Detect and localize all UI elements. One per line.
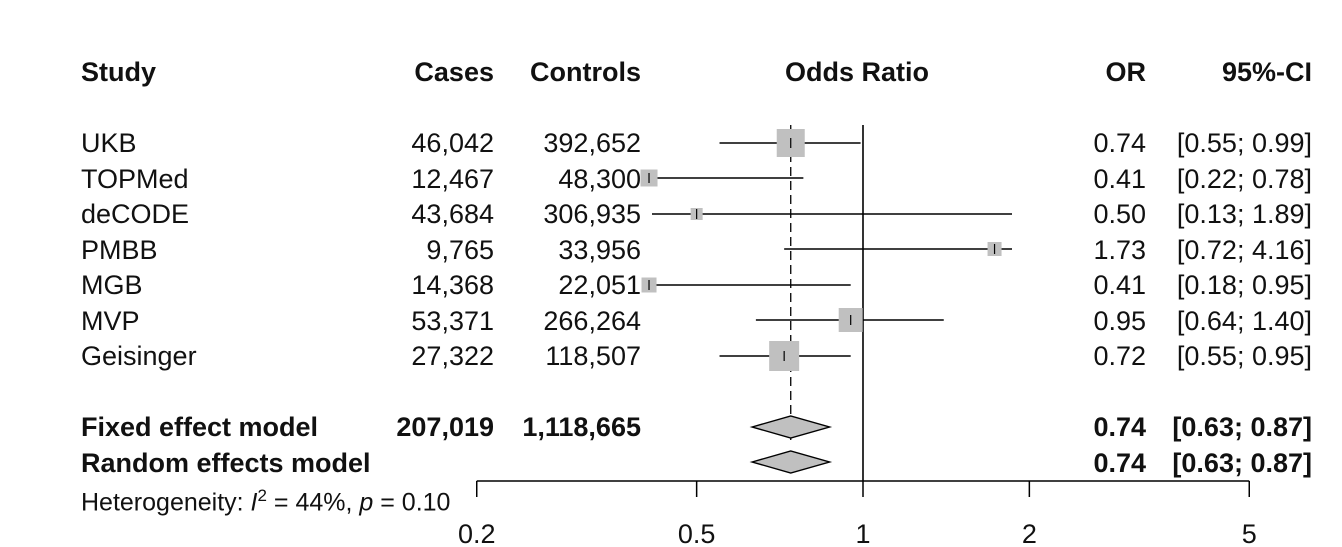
random-effects-label: Random effects model <box>81 448 371 478</box>
study-cases: 53,371 <box>411 306 494 336</box>
random-effects-ci: [0.63; 0.87] <box>1172 448 1312 478</box>
fixed-effect-or: 0.74 <box>1093 412 1146 442</box>
header-controls: Controls <box>530 57 641 87</box>
study-name: MVP <box>81 306 140 336</box>
heterogeneity-p: p <box>359 488 374 517</box>
study-cases: 9,765 <box>426 235 494 265</box>
x-tick-label: 5 <box>1242 519 1257 547</box>
pooled-diamond <box>749 415 833 439</box>
study-or: 0.74 <box>1093 128 1146 158</box>
x-tick-label: 0.2 <box>458 519 496 547</box>
study-controls: 33,956 <box>558 235 641 265</box>
study-ci: [0.18; 0.95] <box>1176 270 1312 300</box>
header-study: Study <box>81 57 157 87</box>
study-controls: 48,300 <box>558 164 641 194</box>
x-tick-label: 1 <box>855 519 870 547</box>
pooled-diamond <box>749 450 833 474</box>
heterogeneity-mid: = 44%, <box>266 488 360 517</box>
study-or: 0.72 <box>1093 341 1146 371</box>
header-ci: 95%-CI <box>1221 57 1312 87</box>
study-cases: 46,042 <box>411 128 494 158</box>
study-ci: [0.72; 4.16] <box>1176 235 1312 265</box>
study-or: 0.50 <box>1093 199 1146 229</box>
study-name: MGB <box>81 270 143 300</box>
study-name: PMBB <box>81 235 158 265</box>
study-controls: 22,051 <box>558 270 641 300</box>
study-name: TOPMed <box>81 164 189 194</box>
x-tick-label: 0.5 <box>678 519 716 547</box>
study-controls: 306,935 <box>543 199 641 229</box>
study-ci: [0.64; 1.40] <box>1176 306 1312 336</box>
study-controls: 392,652 <box>543 128 641 158</box>
study-cases: 43,684 <box>411 199 494 229</box>
study-or: 0.95 <box>1093 306 1146 336</box>
study-name: deCODE <box>81 199 190 229</box>
fixed-effect-controls: 1,118,665 <box>522 412 641 442</box>
fixed-effect-label: Fixed effect model <box>81 412 319 442</box>
study-cases: 12,467 <box>411 164 494 194</box>
heterogeneity-text: Heterogeneity: I2 = 44%, p = 0.10 <box>81 487 450 515</box>
study-or: 0.41 <box>1093 164 1146 194</box>
fixed-effect-ci: [0.63; 0.87] <box>1172 412 1312 442</box>
study-cases: 14,368 <box>411 270 494 300</box>
study-ci: [0.55; 0.99] <box>1176 128 1312 158</box>
study-ci: [0.13; 1.89] <box>1176 199 1312 229</box>
heterogeneity-sup: 2 <box>257 486 267 505</box>
study-controls: 266,264 <box>543 306 641 336</box>
header-or: OR <box>1105 57 1147 87</box>
fixed-effect-cases: 207,019 <box>396 412 494 442</box>
heterogeneity-i: I <box>250 488 258 517</box>
x-tick-label: 2 <box>1022 519 1037 547</box>
study-cases: 27,322 <box>411 341 494 371</box>
header-cases: Cases <box>414 57 494 87</box>
header-odds-ratio: Odds Ratio <box>785 57 930 87</box>
study-or: 1.73 <box>1093 235 1146 265</box>
heterogeneity-prefix: Heterogeneity: <box>81 488 251 517</box>
heterogeneity-suffix: = 0.10 <box>373 488 451 517</box>
study-ci: [0.55; 0.95] <box>1176 341 1312 371</box>
study-ci: [0.22; 0.78] <box>1176 164 1312 194</box>
study-controls: 118,507 <box>545 341 641 371</box>
study-name: Geisinger <box>81 341 197 371</box>
study-name: UKB <box>81 128 137 158</box>
random-effects-or: 0.74 <box>1093 448 1146 478</box>
study-or: 0.41 <box>1093 270 1146 300</box>
